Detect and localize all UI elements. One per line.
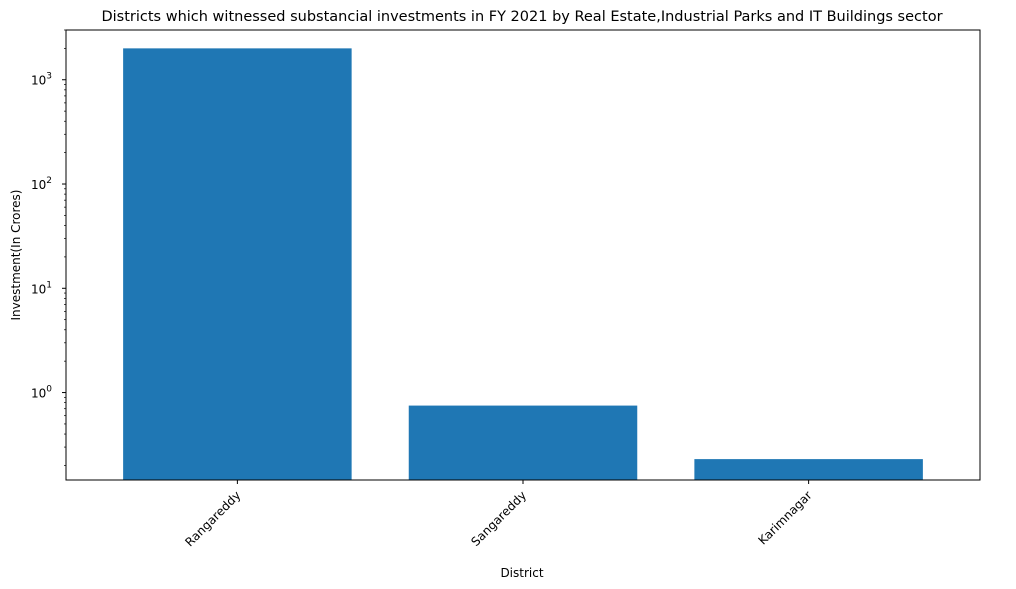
y-tick-label: 103: [31, 72, 52, 88]
x-tick-label-karimnagar: Karimnagar: [755, 488, 814, 547]
x-axis-label: District: [500, 566, 543, 580]
y-tick-label: 100: [31, 385, 52, 401]
bar-rangareddy: [123, 48, 352, 480]
bar-sangareddy: [408, 405, 638, 480]
y-axis-ticks: 100 101 102 103: [31, 29, 66, 466]
bar-karimnagar: [694, 459, 923, 480]
chart-title: Districts which witnessed substancial in…: [101, 9, 942, 25]
y-tick-label: 102: [31, 176, 52, 192]
x-axis-ticks: Rangareddy Sangareddy Karimnagar: [182, 480, 815, 549]
x-tick-label-sangareddy: Sangareddy: [468, 488, 529, 549]
y-tick-label: 101: [31, 280, 52, 296]
plot-area-frame: [65, 29, 981, 481]
x-tick-label-rangareddy: Rangareddy: [182, 488, 243, 549]
bars: [123, 48, 923, 480]
y-axis-label: Investment(In Crores): [9, 190, 23, 321]
